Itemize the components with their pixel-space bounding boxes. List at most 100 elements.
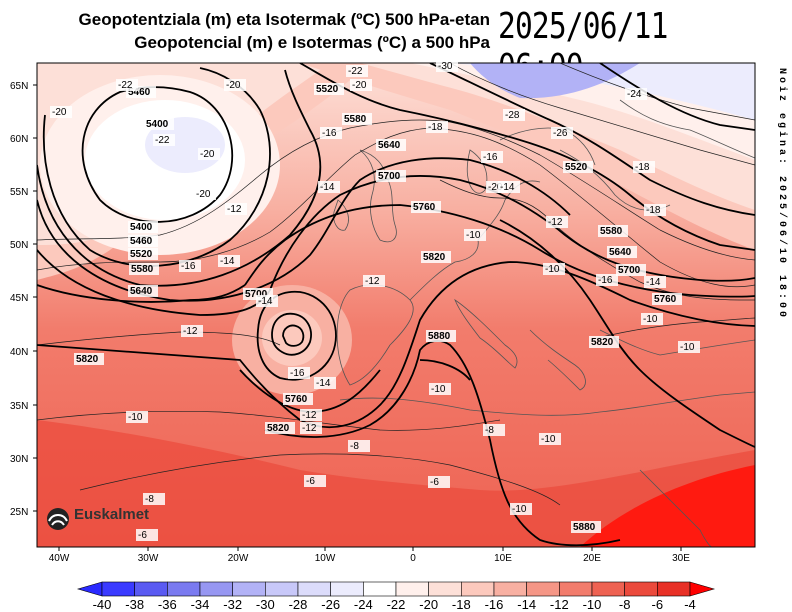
- geopotential-label: 5400: [144, 118, 174, 130]
- title-spanish: Geopotencial (m) e Isotermas (ºC) a 500 …: [134, 33, 490, 52]
- svg-text:-14: -14: [320, 182, 335, 193]
- svg-text:-10: -10: [545, 264, 560, 275]
- lat-tick-label: 30N: [10, 454, 28, 465]
- temperature-label: -14: [644, 276, 666, 288]
- svg-text:5580: 5580: [600, 226, 623, 237]
- svg-text:-20: -20: [226, 80, 241, 91]
- svg-text:-8: -8: [145, 494, 154, 505]
- lat-tick-label: 45N: [10, 293, 28, 304]
- geopotential-labels: 5460 5520 5400 5580 5640 5700 5760 5820 5880 5520…: [74, 83, 682, 533]
- svg-text:5700: 5700: [245, 289, 268, 300]
- svg-text:-6: -6: [306, 476, 315, 487]
- svg-text:-20: -20: [488, 182, 503, 193]
- svg-text:-8: -8: [350, 441, 359, 452]
- svg-text:-14: -14: [646, 277, 661, 288]
- geopotential-label: 5640: [376, 139, 406, 151]
- geopotential-label: 5580: [342, 113, 372, 125]
- lat-tick-label: 35N: [10, 401, 28, 412]
- warm-region-south: [37, 420, 755, 547]
- temperature-label: -16: [288, 367, 310, 379]
- svg-text:5580: 5580: [344, 114, 367, 125]
- warm-region-se: [580, 465, 755, 547]
- svg-text:5820: 5820: [76, 354, 99, 365]
- geopotential-label: 5820: [74, 353, 104, 365]
- euskalmet-logo-text: Euskalmet: [74, 506, 150, 523]
- run-time-note: Noiz egina: 2025/06/10 18:00: [776, 68, 787, 321]
- svg-text:-14: -14: [258, 296, 273, 307]
- temperature-label: -12: [181, 325, 203, 337]
- temperature-label: -14: [314, 377, 336, 389]
- svg-text:-10: -10: [541, 434, 556, 445]
- svg-text:-16: -16: [290, 368, 305, 379]
- geopotential-label: 5460: [128, 235, 158, 247]
- temperature-label: -26: [551, 127, 573, 139]
- lat-tick-label: 60N: [10, 134, 28, 145]
- geopotential-label: 5580: [598, 225, 628, 237]
- temperature-label: -10: [429, 383, 451, 395]
- colorbar-tick-label: -8: [619, 597, 631, 612]
- colorbar-tick-label: -14: [517, 597, 536, 612]
- colorbar-swatch: [559, 581, 593, 597]
- temperature-label: -20: [198, 148, 220, 160]
- svg-text:5520: 5520: [130, 249, 153, 260]
- svg-text:5700: 5700: [378, 171, 401, 182]
- svg-text:-20: -20: [352, 80, 367, 91]
- geopotential-label: 5880: [426, 330, 456, 342]
- temperature-label: -10: [678, 341, 700, 353]
- temperature-label: -16: [481, 151, 503, 163]
- temperature-label: -8: [348, 440, 370, 452]
- svg-text:5880: 5880: [573, 522, 596, 533]
- svg-text:5520: 5520: [565, 162, 588, 173]
- title-basque: Geopotentziala (m) eta Isotermak (ºC) 50…: [78, 10, 490, 29]
- geopotential-label: 5820: [589, 336, 619, 348]
- svg-text:-20: -20: [200, 149, 215, 160]
- colorbar-swatch: [363, 581, 397, 597]
- temperature-label: -14: [498, 181, 520, 193]
- colorbar-tick-label: -40: [93, 597, 112, 612]
- colorbar-swatch: [134, 581, 168, 597]
- temperature-label: -16: [596, 274, 618, 286]
- svg-text:-22: -22: [118, 80, 133, 91]
- colorbar-tick-label: -6: [652, 597, 664, 612]
- colorbar-swatch: [624, 581, 658, 597]
- svg-text:-10: -10: [512, 504, 527, 515]
- temperature-label: -24: [625, 88, 647, 100]
- svg-text:-24: -24: [627, 89, 642, 100]
- svg-text:5640: 5640: [378, 140, 401, 151]
- colorbar-swatch: [657, 581, 691, 597]
- colorbar-swatch: [526, 581, 560, 597]
- lon-tick-label: 20W: [228, 553, 249, 564]
- colorbar-tick-label: -32: [223, 597, 242, 612]
- temperature-label: -12: [546, 216, 568, 228]
- temperature-label: -20: [224, 79, 246, 91]
- svg-text:-26: -26: [553, 128, 568, 139]
- svg-text:-10: -10: [680, 342, 695, 353]
- temperature-label: -20: [50, 106, 72, 118]
- svg-text:-16: -16: [181, 261, 196, 272]
- temperature-label: -8: [143, 493, 165, 505]
- svg-text:5640: 5640: [609, 247, 632, 258]
- colorbar-tick-label: -38: [125, 597, 144, 612]
- svg-text:-18: -18: [635, 162, 650, 173]
- geopotential-label: 5760: [283, 393, 313, 405]
- svg-text:5760: 5760: [285, 394, 308, 405]
- latitude-axis: 65N 60N 55N 50N 45N 40N 35N 30N 25N: [10, 81, 37, 518]
- svg-text:-18: -18: [428, 122, 443, 133]
- svg-text:-12: -12: [302, 423, 317, 434]
- colorbar-tick-label: -24: [354, 597, 373, 612]
- temperature-label: -6: [304, 475, 326, 487]
- temperature-label: -10: [543, 263, 565, 275]
- longitude-axis: 40W 30W 20W 10W 0 10E 20E 30E: [49, 547, 690, 564]
- temperature-label: -12: [225, 203, 247, 215]
- lat-tick-label: 50N: [10, 240, 28, 251]
- svg-text:-30: -30: [438, 61, 453, 72]
- svg-text:-12: -12: [548, 217, 563, 228]
- temperature-label: -20: [350, 79, 372, 91]
- colorbar-swatch: [232, 581, 266, 597]
- temperature-label: -14: [218, 255, 240, 267]
- colorbar-swatch: [297, 581, 331, 597]
- temperature-label: -18: [426, 121, 448, 133]
- temperature-label: -18: [644, 204, 666, 216]
- temperature-label: -6: [136, 529, 158, 541]
